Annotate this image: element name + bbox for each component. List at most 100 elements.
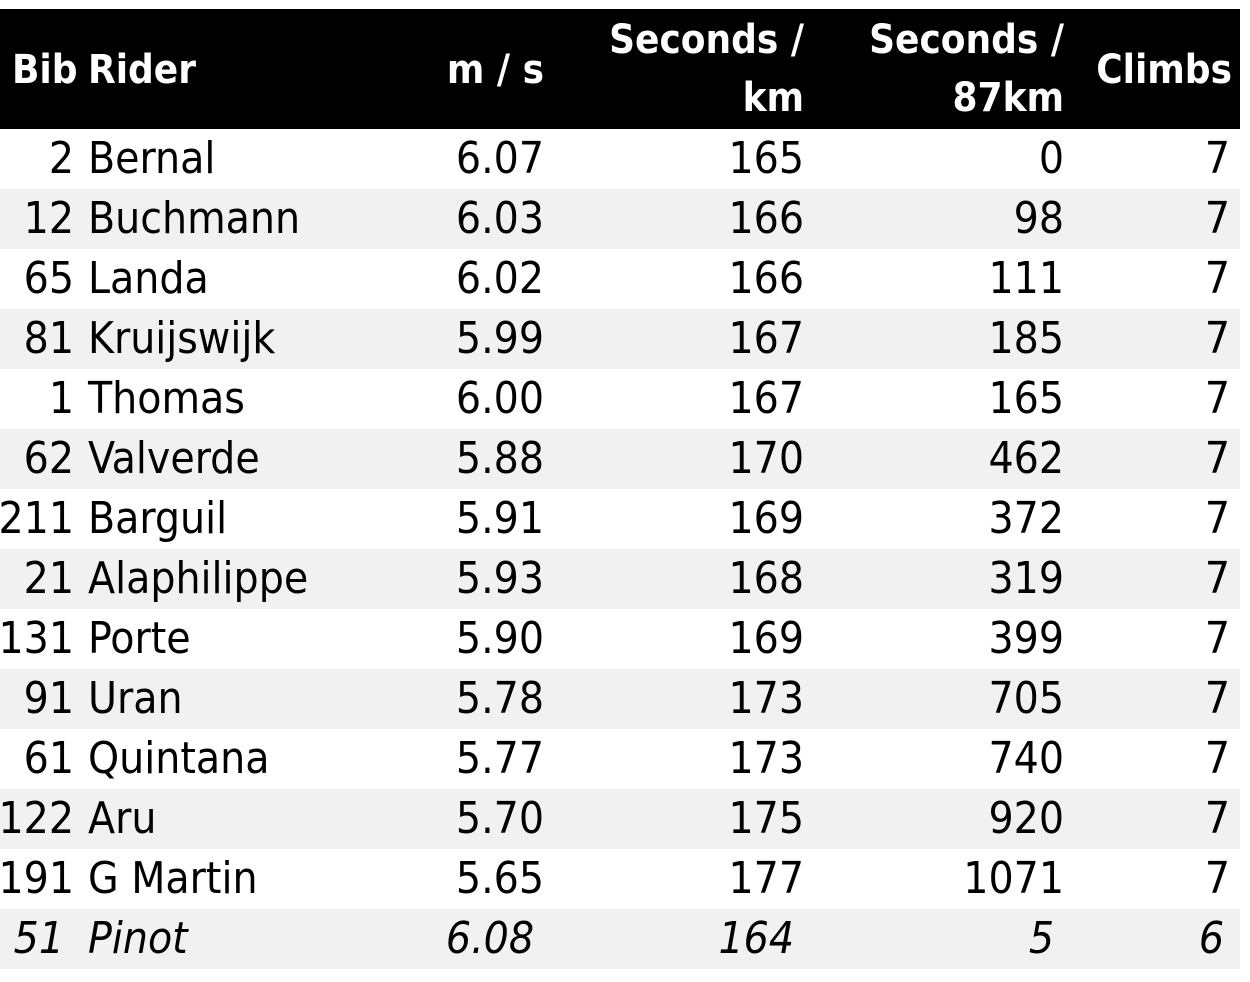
table-row: 91 Uran 5.78 173 705 7 bbox=[0, 669, 1240, 729]
rider-climb-table: Bib Rider m / s Seconds / km Seconds / 8… bbox=[0, 9, 1240, 969]
table-row: 2 Bernal 6.07 165 0 7 bbox=[0, 129, 1240, 189]
climbs-cell: 7 bbox=[1204, 673, 1230, 724]
rider-cell: Kruijswijk bbox=[88, 313, 276, 364]
rider-cell: Pinot bbox=[88, 913, 188, 964]
seconds-per-km-cell: 169 bbox=[728, 613, 804, 664]
seconds-per-km-cell: 168 bbox=[728, 553, 804, 604]
seconds-per-87km-cell: 111 bbox=[988, 253, 1064, 304]
climbs-cell: 7 bbox=[1204, 193, 1230, 244]
seconds-per-87km-cell: 98 bbox=[1013, 193, 1064, 244]
meters-per-second-cell: 6.08 bbox=[445, 913, 534, 964]
table-row: 21 Alaphilippe 5.93 168 319 7 bbox=[0, 549, 1240, 609]
table-header: Bib Rider m / s Seconds / km Seconds / 8… bbox=[0, 9, 1240, 129]
meters-per-second-cell: 5.77 bbox=[455, 733, 544, 784]
table-row: 1 Thomas 6.00 167 165 7 bbox=[0, 369, 1240, 429]
bib-cell: 122 bbox=[0, 793, 74, 844]
bib-cell: 91 bbox=[23, 673, 74, 724]
header-bib: Bib bbox=[12, 47, 78, 93]
rider-cell: Uran bbox=[88, 673, 183, 724]
climbs-cell: 7 bbox=[1204, 733, 1230, 784]
meters-per-second-cell: 5.93 bbox=[455, 553, 544, 604]
seconds-per-87km-cell: 165 bbox=[988, 373, 1064, 424]
seconds-per-87km-cell: 740 bbox=[988, 733, 1064, 784]
table-row: 12 Buchmann 6.03 166 98 7 bbox=[0, 189, 1240, 249]
bib-cell: 12 bbox=[23, 193, 74, 244]
rider-cell: Buchmann bbox=[88, 193, 301, 244]
climbs-cell: 7 bbox=[1204, 613, 1230, 664]
bib-cell: 51 bbox=[13, 913, 64, 964]
seconds-per-km-cell: 167 bbox=[728, 313, 804, 364]
seconds-per-87km-cell: 399 bbox=[988, 613, 1064, 664]
table-row: 211 Barguil 5.91 169 372 7 bbox=[0, 489, 1240, 549]
bib-cell: 211 bbox=[0, 493, 74, 544]
seconds-per-km-cell: 165 bbox=[728, 133, 804, 184]
table-row: 65 Landa 6.02 166 111 7 bbox=[0, 249, 1240, 309]
seconds-per-km-cell: 167 bbox=[728, 373, 804, 424]
rider-cell: Alaphilippe bbox=[88, 553, 309, 604]
climbs-cell: 7 bbox=[1204, 373, 1230, 424]
bib-cell: 61 bbox=[23, 733, 74, 784]
seconds-per-km-cell: 166 bbox=[728, 253, 804, 304]
meters-per-second-cell: 5.90 bbox=[455, 613, 544, 664]
header-seconds-per-km: Seconds / km bbox=[609, 17, 804, 121]
seconds-per-km-cell: 177 bbox=[728, 853, 804, 904]
header-climbs: Climbs bbox=[1096, 47, 1232, 93]
climbs-cell: 7 bbox=[1204, 253, 1230, 304]
bib-cell: 2 bbox=[48, 133, 74, 184]
table-row: 61 Quintana 5.77 173 740 7 bbox=[0, 729, 1240, 789]
climbs-cell: 7 bbox=[1204, 493, 1230, 544]
seconds-per-km-cell: 170 bbox=[728, 433, 804, 484]
table-row: 131 Porte 5.90 169 399 7 bbox=[0, 609, 1240, 669]
table-row: 81 Kruijswijk 5.99 167 185 7 bbox=[0, 309, 1240, 369]
seconds-per-km-cell: 173 bbox=[728, 733, 804, 784]
climbs-cell: 7 bbox=[1204, 553, 1230, 604]
seconds-per-km-cell: 173 bbox=[728, 673, 804, 724]
rider-cell: Bernal bbox=[88, 133, 216, 184]
table-row: 122 Aru 5.70 175 920 7 bbox=[0, 789, 1240, 849]
bib-cell: 191 bbox=[0, 853, 74, 904]
table-body: 2 Bernal 6.07 165 0 7 12 Buchmann 6.03 166 98 7 65 La… bbox=[0, 129, 1240, 969]
rider-cell: Barguil bbox=[88, 493, 228, 544]
rider-cell: Thomas bbox=[88, 373, 245, 424]
seconds-per-87km-cell: 372 bbox=[988, 493, 1064, 544]
header-meters-per-second: m / s bbox=[446, 47, 544, 93]
seconds-per-km-cell: 169 bbox=[728, 493, 804, 544]
bib-cell: 65 bbox=[23, 253, 74, 304]
rider-cell: G Martin bbox=[88, 853, 258, 904]
climbs-cell: 7 bbox=[1204, 793, 1230, 844]
bib-cell: 1 bbox=[48, 373, 74, 424]
table-row: 62 Valverde 5.88 170 462 7 bbox=[0, 429, 1240, 489]
meters-per-second-cell: 5.99 bbox=[455, 313, 544, 364]
seconds-per-87km-cell: 920 bbox=[988, 793, 1064, 844]
rider-cell: Aru bbox=[88, 793, 157, 844]
meters-per-second-cell: 5.91 bbox=[455, 493, 544, 544]
meters-per-second-cell: 6.07 bbox=[455, 133, 544, 184]
rider-cell: Landa bbox=[88, 253, 209, 304]
bib-cell: 62 bbox=[23, 433, 74, 484]
climbs-cell: 7 bbox=[1204, 853, 1230, 904]
seconds-per-87km-cell: 5 bbox=[1028, 913, 1054, 964]
meters-per-second-cell: 6.02 bbox=[455, 253, 544, 304]
climbs-cell: 7 bbox=[1204, 433, 1230, 484]
meters-per-second-cell: 6.00 bbox=[455, 373, 544, 424]
rider-cell: Porte bbox=[88, 613, 191, 664]
climbs-cell: 7 bbox=[1204, 133, 1230, 184]
meters-per-second-cell: 5.70 bbox=[455, 793, 544, 844]
table-row: 191 G Martin 5.65 177 1071 7 bbox=[0, 849, 1240, 909]
bib-cell: 131 bbox=[0, 613, 74, 664]
meters-per-second-cell: 6.03 bbox=[455, 193, 544, 244]
meters-per-second-cell: 5.88 bbox=[455, 433, 544, 484]
rider-cell: Quintana bbox=[88, 733, 270, 784]
seconds-per-87km-cell: 705 bbox=[988, 673, 1064, 724]
seconds-per-km-cell: 164 bbox=[718, 913, 794, 964]
header-seconds-per-87km: Seconds / 87km bbox=[869, 17, 1064, 121]
meters-per-second-cell: 5.78 bbox=[455, 673, 544, 724]
seconds-per-km-cell: 175 bbox=[728, 793, 804, 844]
seconds-per-km-cell: 166 bbox=[728, 193, 804, 244]
meters-per-second-cell: 5.65 bbox=[455, 853, 544, 904]
seconds-per-87km-cell: 1071 bbox=[963, 853, 1064, 904]
seconds-per-87km-cell: 462 bbox=[988, 433, 1064, 484]
seconds-per-87km-cell: 185 bbox=[988, 313, 1064, 364]
climbs-cell: 6 bbox=[1198, 913, 1224, 964]
seconds-per-87km-cell: 319 bbox=[988, 553, 1064, 604]
